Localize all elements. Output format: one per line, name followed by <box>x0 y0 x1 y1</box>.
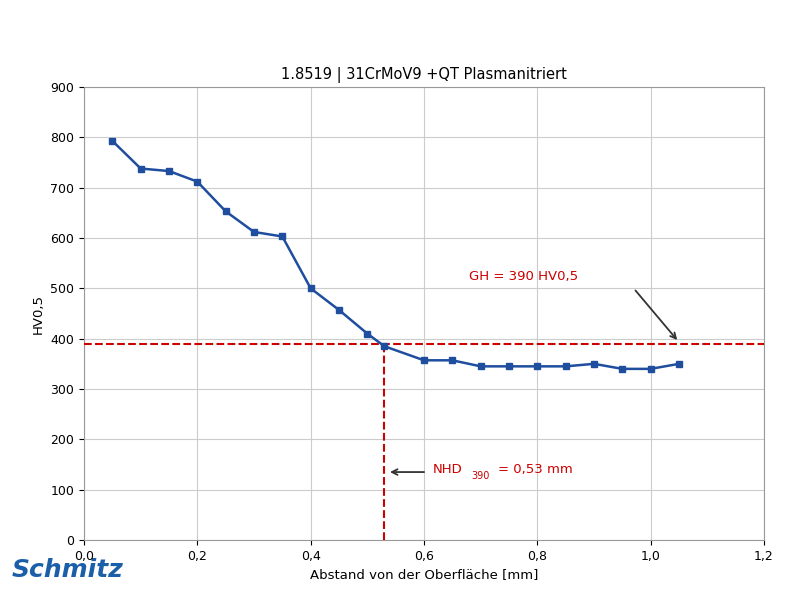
Text: NHD: NHD <box>433 463 462 476</box>
Text: = 0,53 mm: = 0,53 mm <box>498 463 573 476</box>
Text: Schmitz: Schmitz <box>12 558 124 582</box>
X-axis label: Abstand von der Oberfläche [mm]: Abstand von der Oberfläche [mm] <box>310 568 538 581</box>
Title: 1.8519 | 31CrMoV9 +QT Plasmanitriert: 1.8519 | 31CrMoV9 +QT Plasmanitriert <box>281 67 567 83</box>
Text: GH = 390 HV0,5: GH = 390 HV0,5 <box>470 270 578 283</box>
Text: Plasmanitriert: Plasmanitriert <box>574 22 788 47</box>
Text: 1.8519 | 31CrMoV9 +QT: 1.8519 | 31CrMoV9 +QT <box>12 21 366 48</box>
Y-axis label: HV0,5: HV0,5 <box>32 293 45 334</box>
Text: 390: 390 <box>471 470 490 481</box>
